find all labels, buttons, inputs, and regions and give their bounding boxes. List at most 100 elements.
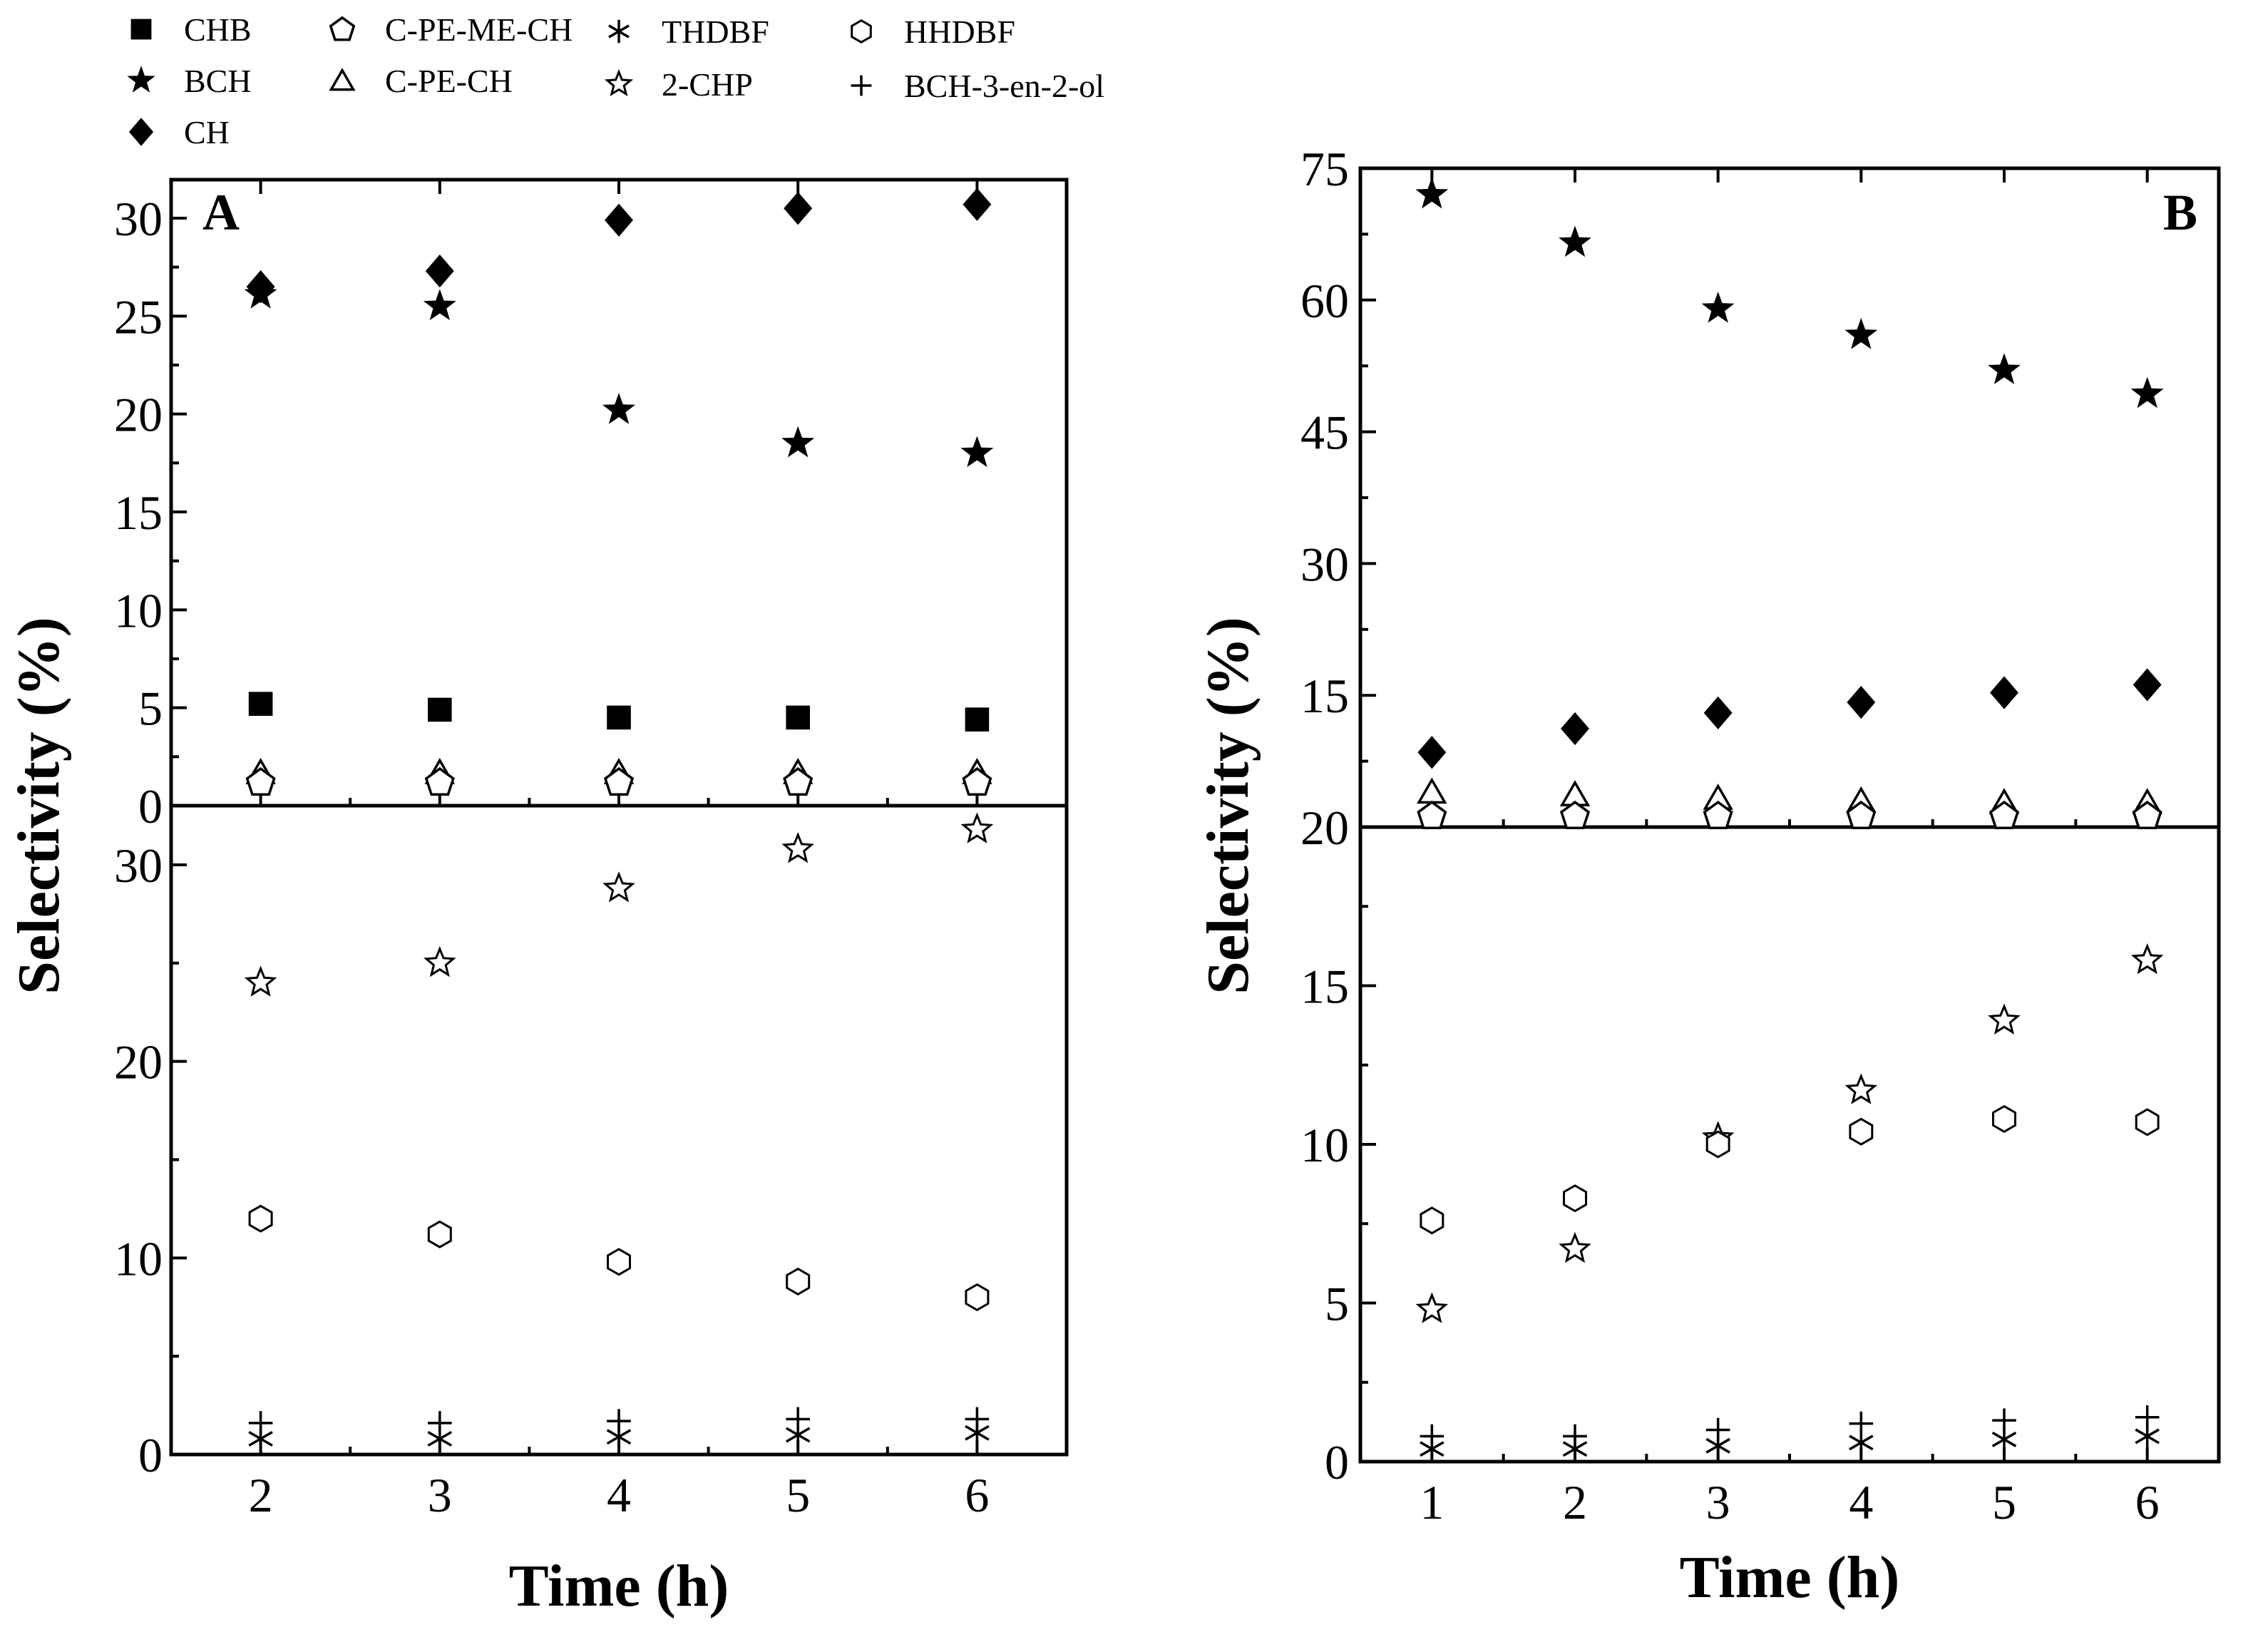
x-axis-title: Time (h) (1680, 1544, 1900, 1611)
y-tick-label: 30 (1300, 537, 1349, 591)
x-tick-label: 6 (2135, 1475, 2160, 1529)
series-bch (244, 277, 994, 468)
data-point (248, 1204, 273, 1233)
legend-item-cpemech: C-PE-ME-CH (329, 11, 573, 48)
y-tick-label: 60 (1300, 274, 1349, 328)
asterisk-arm (1420, 1441, 1444, 1457)
data-point (603, 766, 635, 796)
legend-item-hhdbf: HHDBF (851, 14, 1015, 50)
asterisk-arm (1849, 1435, 1874, 1451)
data-point (1415, 177, 1449, 209)
data-point (1703, 800, 1733, 829)
x-tick-label: 1 (1420, 1475, 1444, 1529)
y-tick-label: 10 (1300, 1118, 1349, 1172)
legend-label: CH (184, 114, 230, 150)
legend-marker-bchol-icon (851, 75, 872, 96)
data-point (781, 832, 814, 863)
data-point (781, 426, 815, 458)
x-tick-label: 4 (607, 1468, 631, 1522)
data-point (960, 436, 994, 468)
x-tick-label: 5 (1992, 1475, 2016, 1529)
y-axis-lower: 0 10 20 30 (114, 838, 187, 1482)
legend-label: C-PE-ME-CH (385, 11, 573, 48)
data-point (1420, 1435, 1444, 1463)
data-point (1705, 1432, 1730, 1459)
x-axis-title: Time (h) (509, 1553, 729, 1619)
data-point (1989, 800, 2020, 829)
x-tick-label: 2 (1563, 1475, 1587, 1529)
data-point (1559, 800, 1591, 829)
data-point (2130, 376, 2164, 409)
data-point (785, 1421, 811, 1449)
data-point (1847, 685, 1876, 719)
x-axis: 1 2 3 4 5 6 (1420, 168, 2160, 1529)
asterisk-arm (606, 1429, 632, 1445)
asterisk-arm (608, 24, 630, 39)
data-point (965, 707, 990, 732)
data-point (963, 188, 992, 221)
data-point (2135, 1108, 2160, 1137)
y-tick-label: 10 (114, 1231, 163, 1286)
asterisk-arm (965, 1425, 990, 1441)
y-tick-label: 15 (1300, 960, 1349, 1014)
legend-label: 2-CHP (662, 66, 753, 103)
y-axis-title: Selectivity (%) (1195, 617, 1261, 994)
data-point (962, 766, 992, 796)
data-point (1559, 1231, 1591, 1263)
data-point (1844, 317, 1878, 349)
data-point (244, 965, 277, 997)
data-point (2130, 943, 2164, 975)
data-point (248, 1425, 273, 1452)
legend-item-thdbf: THDBF (608, 14, 769, 50)
series-bchol (1420, 1405, 2160, 1449)
y-tick-label: 20 (114, 388, 163, 442)
data-point (965, 1419, 990, 1447)
legend-label: CHB (184, 11, 252, 48)
data-point (1988, 353, 2021, 384)
data-point (2132, 800, 2162, 829)
legend-item-chp2: 2-CHP (604, 66, 753, 103)
data-point (1562, 1435, 1588, 1463)
data-point (245, 766, 276, 796)
y-tick-label: 15 (114, 486, 163, 540)
x-tick-label: 4 (1849, 1475, 1873, 1529)
y-tick-label: 20 (114, 1035, 163, 1089)
data-point (602, 871, 635, 903)
data-point (606, 1423, 632, 1451)
data-point (1417, 800, 1447, 829)
data-point (427, 1220, 452, 1248)
data-point (1988, 1003, 2021, 1035)
y-tick-label: 25 (114, 289, 163, 344)
data-point (1849, 1117, 1874, 1146)
y-axis-upper: 15 30 45 60 75 20 (1300, 142, 1376, 855)
series-bch (1415, 177, 2164, 409)
data-point (605, 203, 633, 237)
data-point (607, 705, 631, 730)
y-tick-label: 45 (1300, 406, 1349, 460)
series-cpemech (1417, 800, 2162, 829)
legend-marker-hhdbf-icon (851, 19, 872, 44)
y-tick-label: 0 (1325, 1435, 1349, 1489)
legend-marker-chb-icon (130, 19, 152, 40)
data-point (1844, 1073, 1878, 1104)
series-ch (1417, 668, 2162, 769)
x-tick-label: 6 (965, 1468, 989, 1522)
asterisk-arm (2135, 1428, 2160, 1445)
data-point (1420, 1206, 1444, 1235)
y-tick-label: 10 (114, 583, 163, 637)
data-point (1415, 1292, 1449, 1323)
y-tick-label: 30 (114, 192, 163, 246)
data-point (783, 766, 814, 796)
data-point (428, 697, 452, 722)
y-axis-lower: 0 5 10 15 (1300, 905, 1376, 1489)
series-chp2 (244, 812, 994, 997)
x-tick-label: 3 (1706, 1475, 1730, 1529)
x-tick-label: 2 (249, 1468, 273, 1522)
series-chp2 (1415, 943, 2164, 1323)
data-point (786, 705, 810, 730)
legend-marker-cpech-icon (329, 68, 356, 91)
legend-label: THDBF (662, 14, 769, 50)
panel-label: A (202, 184, 240, 241)
